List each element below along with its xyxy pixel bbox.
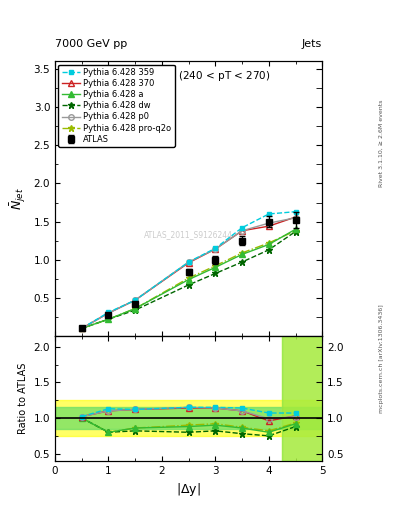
Pythia 6.428 359 <box>133 297 138 303</box>
Line: Pythia 6.428 a: Pythia 6.428 a <box>79 226 298 331</box>
Text: 7000 GeV pp: 7000 GeV pp <box>55 38 127 49</box>
Pythia 6.428 a <box>213 264 218 270</box>
Pythia 6.428 a <box>266 242 271 248</box>
Text: mcplots.cern.ch [arXiv:1306.3436]: mcplots.cern.ch [arXiv:1306.3436] <box>379 304 384 413</box>
Pythia 6.428 dw <box>213 270 218 276</box>
Pythia 6.428 370 <box>106 310 111 316</box>
Pythia 6.428 pro-q2o <box>213 263 218 269</box>
Pythia 6.428 359 <box>240 225 244 231</box>
Pythia 6.428 370 <box>293 214 298 220</box>
Pythia 6.428 dw <box>266 247 271 253</box>
Pythia 6.428 a <box>186 276 191 283</box>
Pythia 6.428 pro-q2o <box>293 228 298 234</box>
Pythia 6.428 a <box>293 226 298 232</box>
Line: Pythia 6.428 359: Pythia 6.428 359 <box>79 209 298 331</box>
Pythia 6.428 a <box>133 306 138 312</box>
Text: Jets: Jets <box>302 38 322 49</box>
Line: Pythia 6.428 dw: Pythia 6.428 dw <box>78 228 299 332</box>
Legend: Pythia 6.428 359, Pythia 6.428 370, Pythia 6.428 a, Pythia 6.428 dw, Pythia 6.42: Pythia 6.428 359, Pythia 6.428 370, Pyth… <box>58 65 175 147</box>
Bar <box>55 408 322 429</box>
Line: Pythia 6.428 p0: Pythia 6.428 p0 <box>79 215 298 331</box>
Pythia 6.428 a <box>79 325 84 331</box>
Pythia 6.428 p0 <box>133 297 138 303</box>
Pythia 6.428 359 <box>293 208 298 215</box>
Text: Rivet 3.1.10, ≥ 2.6M events: Rivet 3.1.10, ≥ 2.6M events <box>379 100 384 187</box>
Pythia 6.428 p0 <box>186 259 191 265</box>
Pythia 6.428 370 <box>186 260 191 266</box>
Pythia 6.428 359 <box>213 245 218 251</box>
Pythia 6.428 a <box>240 251 244 258</box>
Pythia 6.428 dw <box>186 282 191 288</box>
Text: $N_{jet}$ vs $\Delta y$ (LJ) (240 < pT < 270): $N_{jet}$ vs $\Delta y$ (LJ) (240 < pT <… <box>107 70 271 84</box>
Pythia 6.428 p0 <box>293 215 298 221</box>
Pythia 6.428 pro-q2o <box>133 306 138 312</box>
Pythia 6.428 pro-q2o <box>240 250 244 256</box>
Pythia 6.428 pro-q2o <box>79 325 84 331</box>
Y-axis label: $\bar{N}_{jet}$: $\bar{N}_{jet}$ <box>9 187 28 210</box>
Pythia 6.428 370 <box>213 246 218 252</box>
Line: Pythia 6.428 370: Pythia 6.428 370 <box>79 214 298 331</box>
Pythia 6.428 370 <box>79 325 84 331</box>
Pythia 6.428 p0 <box>266 220 271 226</box>
Pythia 6.428 dw <box>293 228 298 234</box>
Pythia 6.428 370 <box>240 228 244 234</box>
Pythia 6.428 359 <box>266 211 271 217</box>
Pythia 6.428 a <box>106 316 111 322</box>
Bar <box>282 336 322 461</box>
Bar <box>55 400 322 436</box>
Pythia 6.428 pro-q2o <box>106 316 111 322</box>
Pythia 6.428 p0 <box>106 310 111 316</box>
Text: ATLAS_2011_S9126244: ATLAS_2011_S9126244 <box>144 230 233 239</box>
X-axis label: |$\Delta$y|: |$\Delta$y| <box>176 481 201 498</box>
Pythia 6.428 dw <box>240 259 244 265</box>
Pythia 6.428 pro-q2o <box>266 240 271 246</box>
Pythia 6.428 359 <box>79 325 84 331</box>
Line: Pythia 6.428 pro-q2o: Pythia 6.428 pro-q2o <box>78 227 299 332</box>
Pythia 6.428 p0 <box>79 325 84 331</box>
Pythia 6.428 370 <box>266 223 271 229</box>
Pythia 6.428 359 <box>106 309 111 315</box>
Pythia 6.428 370 <box>133 297 138 303</box>
Pythia 6.428 p0 <box>240 228 244 234</box>
Bar <box>282 336 322 461</box>
Pythia 6.428 dw <box>106 316 111 322</box>
Pythia 6.428 p0 <box>213 246 218 252</box>
Pythia 6.428 pro-q2o <box>186 275 191 281</box>
Y-axis label: Ratio to ATLAS: Ratio to ATLAS <box>18 362 28 434</box>
Pythia 6.428 dw <box>79 325 84 331</box>
Pythia 6.428 dw <box>133 307 138 313</box>
Pythia 6.428 359 <box>186 259 191 265</box>
